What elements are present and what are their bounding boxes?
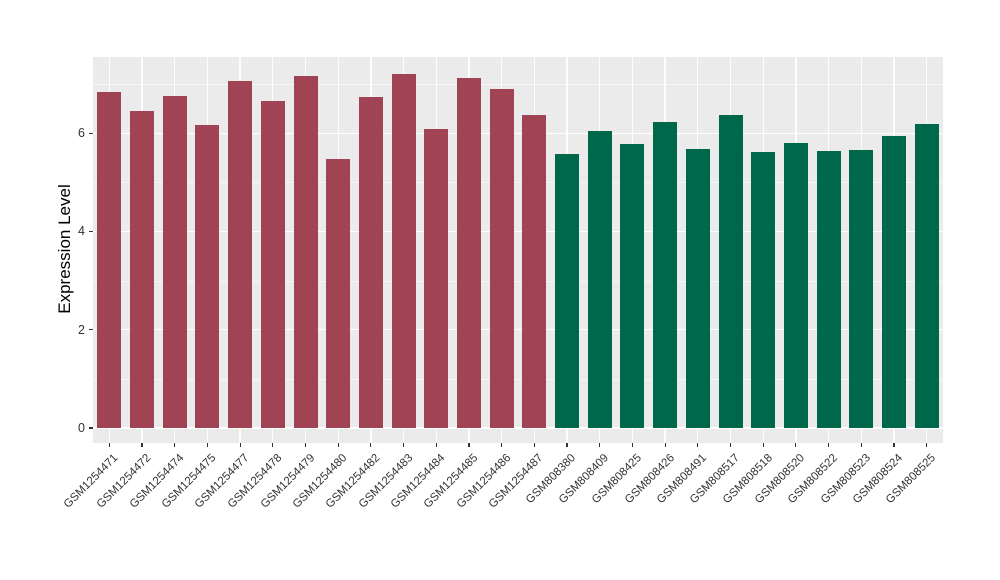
x-tick-mark [631,443,633,447]
major-gridline [93,230,943,233]
minor-gridline [93,84,943,86]
x-tick-mark [926,443,928,447]
x-tick-mark [762,443,764,447]
bar-GSM808520 [783,142,808,428]
bar-GSM808524 [881,136,906,428]
minor-gridline [93,182,943,184]
bar-GSM1254485 [456,78,481,428]
y-tick-mark [89,329,93,331]
minor-gridline [93,378,943,380]
x-tick-mark [108,443,110,447]
bar-GSM1254483 [391,73,416,428]
x-tick-mark [337,443,339,447]
bar-GSM1254472 [130,111,155,428]
x-tick-mark [729,443,732,447]
bar-GSM808517 [718,114,743,428]
y-tick-mark [89,230,93,233]
bar-GSM808525 [914,123,939,428]
bar-GSM1254475 [195,124,220,428]
bar-GSM1254484 [424,128,449,428]
bar-GSM808518 [751,151,776,428]
bar-GSM1254474 [162,95,187,428]
x-tick-mark [664,443,666,447]
bar-GSM1254480 [326,159,351,428]
x-tick-mark [533,443,535,447]
bar-GSM1254482 [358,96,383,428]
x-tick-mark [304,443,307,447]
x-tick-mark [370,443,372,447]
x-tick-mark [402,443,405,447]
y-axis: 0 2 4 6 [0,57,93,443]
bar-GSM808425 [620,144,645,428]
x-axis: GSM1254471 GSM1254472 GSM1254474 GSM1254475… [62,443,943,580]
y-tick-label: 0 [78,421,85,435]
x-tick-mark [206,443,208,447]
plot-panel [93,57,943,443]
major-gridline [93,132,943,134]
y-tick-label: 2 [78,322,85,337]
x-tick-mark [566,443,568,447]
x-tick-mark [893,443,895,447]
x-tick-mark [239,443,241,447]
x-tick-mark [468,443,470,447]
x-tick-mark [795,443,797,447]
x-tick-mark [599,443,601,447]
bar-GSM808380 [555,153,580,428]
x-tick-mark [174,443,176,447]
bar-GSM808491 [685,149,710,428]
y-tick-label: 6 [78,126,85,141]
x-tick-mark [827,443,830,447]
bar-GSM1254478 [260,100,285,428]
x-tick-mark [272,443,274,447]
bar-GSM808522 [816,150,841,428]
bar-GSM1254487 [522,115,547,428]
x-tick-mark [141,443,143,447]
major-gridline [93,329,943,331]
minor-gridline [93,280,943,282]
bar-GSM808426 [653,122,678,428]
bar-GSM808523 [849,149,874,428]
bar-GSM808409 [587,131,612,428]
x-tick-mark [501,443,503,447]
y-tick-mark [89,427,93,429]
bar-GSM1254479 [293,75,318,428]
major-gridline [93,427,943,429]
x-tick-mark [697,443,699,447]
bar-GSM1254471 [97,92,122,428]
x-tick-mark [860,443,862,447]
x-tick-mark [435,443,437,447]
y-tick-label: 4 [78,224,85,239]
bar-GSM1254477 [228,80,253,428]
bar-GSM1254486 [489,88,514,428]
y-tick-mark [89,132,93,134]
